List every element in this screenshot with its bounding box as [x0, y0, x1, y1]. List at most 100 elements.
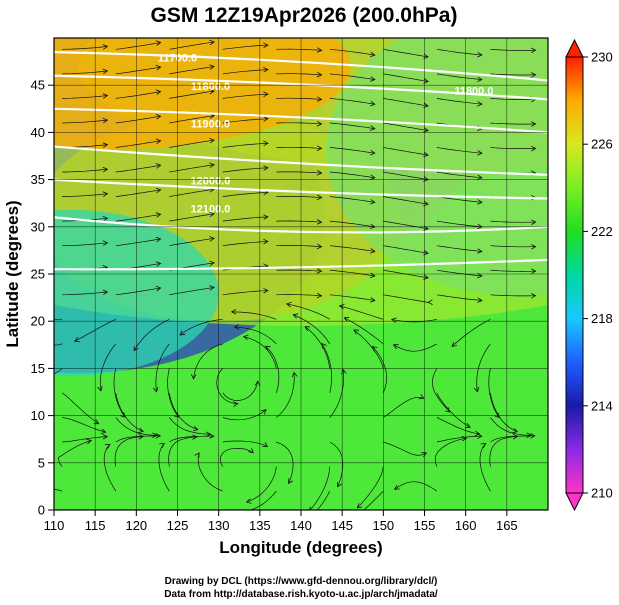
- streamline-arrow: [356, 503, 363, 509]
- streamline-arrow: [451, 341, 457, 348]
- streamline-arrow: [209, 39, 215, 46]
- colorbar-tick-label: 222: [591, 224, 613, 239]
- streamline: [436, 48, 482, 56]
- streamline-arrow: [531, 72, 537, 78]
- streamline: [276, 372, 295, 418]
- streamline: [372, 346, 388, 394]
- streamline: [329, 48, 375, 56]
- x-tick-label: 160: [455, 518, 477, 533]
- streamline: [62, 242, 108, 247]
- streamline: [114, 436, 144, 467]
- streamline-arrow: [155, 40, 162, 46]
- streamline: [169, 287, 215, 296]
- streamline-arrow: [530, 433, 536, 439]
- x-tick-label: 125: [167, 518, 189, 533]
- streamline-arrow: [444, 407, 451, 413]
- x-axis-label: Longitude (degrees): [219, 538, 382, 557]
- streamline-arrow: [104, 443, 111, 449]
- streamline-arrow: [192, 426, 199, 432]
- streamline-arrow: [263, 214, 269, 220]
- streamline: [169, 66, 215, 75]
- streamline: [99, 343, 117, 391]
- streamline: [62, 70, 108, 75]
- streamline-arrow: [20, 499, 25, 503]
- streamline-arrow: [209, 211, 215, 218]
- streamline: [383, 220, 429, 230]
- streamline-arrow: [477, 150, 483, 156]
- streamline: [276, 441, 294, 484]
- streamline-arrow: [102, 44, 109, 50]
- streamline-arrow: [512, 427, 519, 434]
- streamline-arrow: [316, 71, 323, 78]
- streamline: [222, 69, 268, 75]
- streamline-arrow: [474, 430, 481, 437]
- streamline-arrow: [423, 249, 429, 256]
- streamline: [222, 93, 268, 99]
- streamline-arrow: [316, 145, 323, 151]
- streamline-arrow: [477, 76, 483, 82]
- streamline: [62, 46, 108, 50]
- streamline-arrow: [179, 330, 186, 336]
- colorbar: 210 214 218 222 226 230: [565, 38, 613, 512]
- streamline-arrow: [316, 243, 323, 250]
- streamline-arrow: [102, 289, 109, 296]
- streamline: [103, 444, 117, 492]
- streamline-arrow: [138, 427, 144, 433]
- streamline-arrow: [209, 236, 215, 242]
- streamline-arrow: [102, 166, 109, 173]
- streamline: [276, 294, 322, 297]
- streamline-arrow: [285, 301, 292, 308]
- streamline-arrow: [263, 42, 269, 48]
- streamline-arrow: [192, 434, 198, 440]
- streamline-arrow: [369, 248, 376, 254]
- streamline-arrow: [97, 385, 103, 392]
- streamline: [490, 294, 536, 297]
- streamline-arrow: [423, 274, 429, 280]
- contour-label-5: 12000.0: [191, 175, 231, 187]
- x-tick-label: 120: [125, 518, 147, 533]
- streamline: [115, 213, 161, 222]
- streamline-arrow: [423, 127, 429, 133]
- streamline-arrow: [369, 297, 376, 303]
- streamline: [436, 196, 482, 203]
- y-tick-label: 40: [31, 125, 45, 140]
- streamline-arrow: [102, 68, 109, 75]
- streamline-arrow: [531, 293, 537, 299]
- streamline: [436, 73, 482, 80]
- streamline: [115, 66, 161, 75]
- streamline: [329, 369, 344, 418]
- streamline: [383, 48, 429, 58]
- colorbar-tick-label: 210: [591, 486, 613, 501]
- streamline: [490, 98, 536, 100]
- y-tick-label: 30: [31, 219, 45, 234]
- streamline-arrow: [343, 316, 350, 322]
- y-tick-label: 5: [38, 455, 45, 470]
- streamline-arrow: [102, 215, 109, 222]
- streamline: [62, 436, 108, 443]
- streamline: [115, 42, 161, 50]
- streamline-arrow: [155, 114, 162, 120]
- x-tick-label: 155: [414, 518, 436, 533]
- streamline-arrow: [133, 345, 139, 352]
- streamline: [222, 216, 268, 222]
- streamline: [476, 343, 491, 392]
- streamline: [62, 119, 108, 124]
- y-tick-label: 10: [31, 408, 45, 423]
- streamline: [222, 440, 268, 447]
- colorbar-tick-label: 230: [591, 50, 613, 65]
- colorbar-tick-label: 218: [591, 311, 613, 326]
- streamline-arrow: [102, 93, 109, 99]
- streamline-arrow: [155, 163, 162, 169]
- streamline-arrow: [477, 174, 483, 181]
- streamline: [158, 443, 170, 492]
- streamline-arrow: [209, 162, 215, 168]
- streamline: [115, 189, 161, 197]
- chart-title: GSM 12Z19Apr2026 (200.0hPa): [151, 4, 458, 27]
- streamline-arrow: [423, 53, 429, 60]
- colorbar-tick-label: 226: [591, 137, 613, 152]
- streamline: [304, 326, 331, 369]
- streamline: [113, 368, 126, 418]
- streamline-arrow: [423, 78, 429, 84]
- streamline-arrow: [120, 412, 126, 418]
- y-tick-label: 0: [38, 503, 45, 518]
